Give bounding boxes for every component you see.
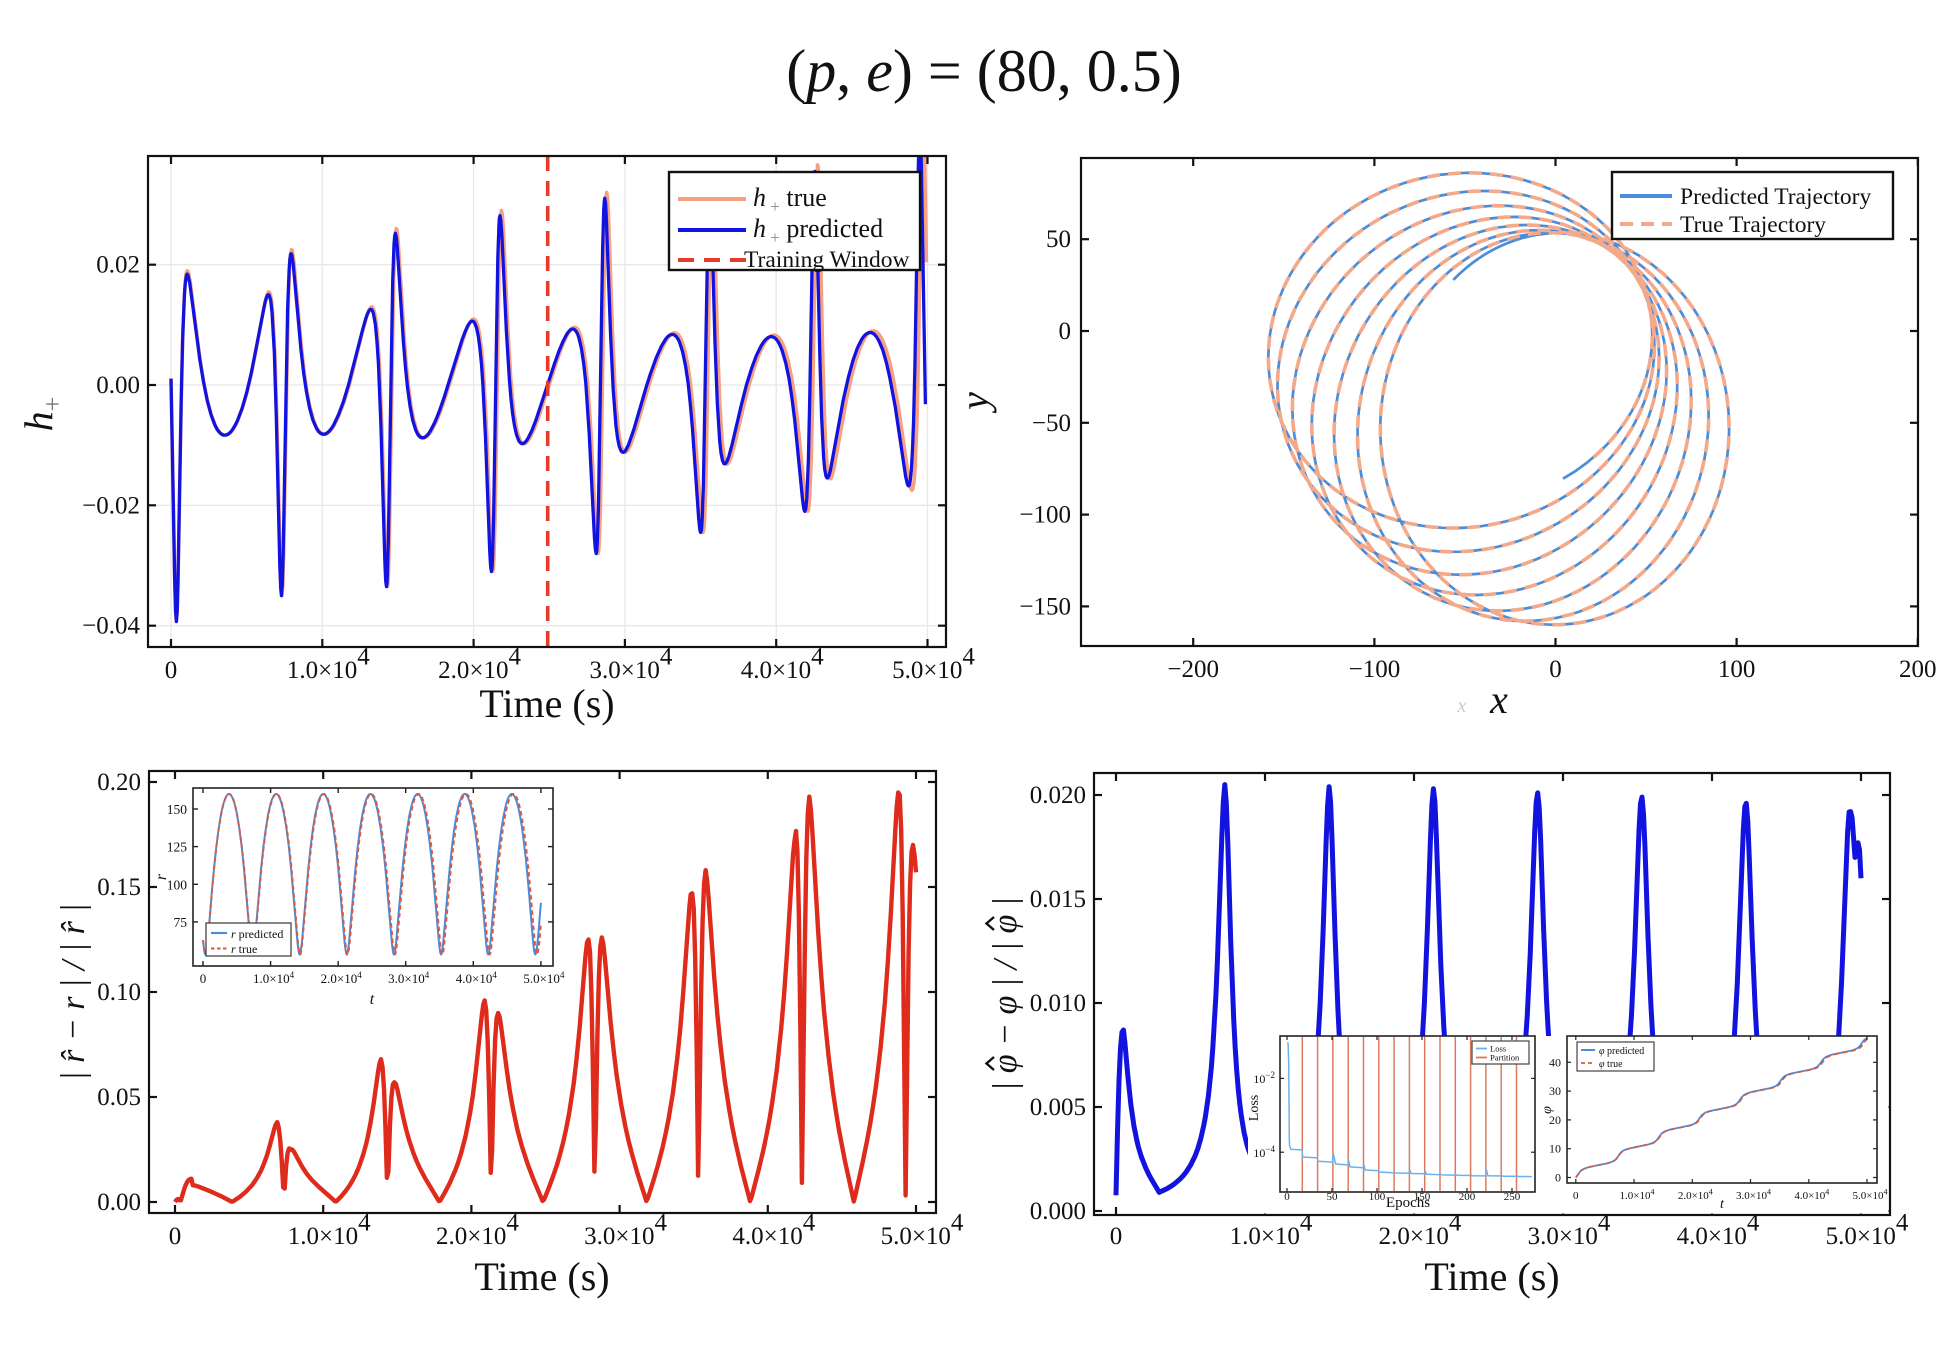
svg-text:−100: −100 <box>1349 656 1401 683</box>
svg-text:x: x <box>1489 677 1508 722</box>
svg-text:100: 100 <box>1718 656 1756 683</box>
svg-text:Loss: Loss <box>1247 1095 1262 1121</box>
svg-text:1.0×104: 1.0×104 <box>1620 1188 1655 1202</box>
svg-text:40: 40 <box>1549 1055 1561 1069</box>
svg-text:50: 50 <box>1046 226 1071 253</box>
svg-text:5.0×104: 5.0×104 <box>523 970 565 986</box>
svg-text:0: 0 <box>169 1223 182 1250</box>
svg-text:200: 200 <box>1899 656 1937 683</box>
svg-text:125: 125 <box>167 840 188 855</box>
svg-text:0.015: 0.015 <box>1030 886 1086 913</box>
svg-text:Partition: Partition <box>1490 1053 1520 1063</box>
svg-text:0.020: 0.020 <box>1030 782 1086 809</box>
svg-text:Time (s): Time (s) <box>1424 1254 1559 1299</box>
svg-text:5.0×104: 5.0×104 <box>1853 1188 1888 1202</box>
svg-text:r: r <box>153 873 170 880</box>
svg-text:250: 250 <box>1504 1191 1521 1203</box>
svg-text:−0.02: −0.02 <box>82 492 140 519</box>
svg-text:(p, e) = (80, 0.5): (p, e) = (80, 0.5) <box>786 38 1181 104</box>
svg-text:x: x <box>1457 695 1467 717</box>
svg-text:4.0×104: 4.0×104 <box>456 970 498 986</box>
svg-text:1.0×104: 1.0×104 <box>253 970 295 986</box>
svg-text:φ: φ <box>1540 1106 1555 1114</box>
svg-text:0: 0 <box>165 657 178 684</box>
svg-text:0.10: 0.10 <box>97 979 141 1006</box>
svg-text:3.0×104: 3.0×104 <box>1736 1188 1771 1202</box>
svg-text:0.20: 0.20 <box>97 769 141 796</box>
svg-text:4.0×104: 4.0×104 <box>1794 1188 1829 1202</box>
svg-text:| φ − φ | / | φ |: | φ − φ | / | φ | <box>987 897 1024 1091</box>
svg-text:Time (s): Time (s) <box>474 1254 609 1299</box>
svg-text:t: t <box>370 991 375 1008</box>
svg-text:Loss: Loss <box>1490 1044 1506 1054</box>
svg-text:0: 0 <box>1059 318 1072 345</box>
svg-text:0: 0 <box>200 971 207 986</box>
svg-text:−100: −100 <box>1019 502 1071 529</box>
svg-text:Predicted Trajectory: Predicted Trajectory <box>1680 184 1871 210</box>
svg-text:−200: −200 <box>1167 656 1219 683</box>
svg-text:150: 150 <box>1414 1191 1431 1203</box>
svg-text:20: 20 <box>1549 1113 1561 1127</box>
svg-text:0: 0 <box>1284 1191 1290 1203</box>
svg-text:30: 30 <box>1549 1084 1561 1098</box>
svg-text:0.010: 0.010 <box>1030 990 1086 1017</box>
svg-text:0.15: 0.15 <box>97 874 141 901</box>
svg-text:y: y <box>952 392 997 414</box>
svg-text:r true: r true <box>231 942 257 956</box>
svg-text:t: t <box>1720 1197 1725 1212</box>
svg-text:100: 100 <box>1369 1191 1386 1203</box>
svg-text:| r̂ − r | / | r̂ |: | r̂ − r | / | r̂ | <box>55 903 92 1080</box>
svg-text:φ predicted: φ predicted <box>1599 1046 1644 1057</box>
svg-text:Epochs: Epochs <box>1386 1195 1430 1211</box>
svg-text:75: 75 <box>174 915 188 930</box>
svg-text:2.0×104: 2.0×104 <box>1678 1188 1713 1202</box>
svg-text:0: 0 <box>1573 1190 1579 1202</box>
svg-text:200: 200 <box>1459 1191 1476 1203</box>
svg-text:0: 0 <box>1549 656 1562 683</box>
svg-text:0.005: 0.005 <box>1030 1094 1086 1121</box>
svg-text:0.00: 0.00 <box>97 1189 141 1216</box>
svg-text:−150: −150 <box>1019 593 1071 620</box>
svg-text:0.02: 0.02 <box>96 252 140 279</box>
svg-text:h+: h+ <box>16 397 67 432</box>
svg-text:150: 150 <box>167 802 188 817</box>
svg-text:h + true: h + true <box>753 183 827 216</box>
svg-text:100: 100 <box>167 877 188 892</box>
svg-text:−50: −50 <box>1032 410 1071 437</box>
svg-text:2.0×104: 2.0×104 <box>321 970 363 986</box>
svg-text:0: 0 <box>1110 1223 1123 1250</box>
svg-text:True Trajectory: True Trajectory <box>1680 212 1826 238</box>
svg-text:50: 50 <box>1327 1191 1339 1203</box>
svg-text:0.000: 0.000 <box>1030 1198 1086 1225</box>
svg-text:0.05: 0.05 <box>97 1084 141 1111</box>
svg-text:Time (s): Time (s) <box>479 681 614 726</box>
svg-text:3.0×104: 3.0×104 <box>388 970 430 986</box>
svg-text:φ true: φ true <box>1599 1059 1623 1070</box>
svg-text:0.00: 0.00 <box>96 372 140 399</box>
svg-text:−0.04: −0.04 <box>82 613 140 640</box>
svg-text:Training Window: Training Window <box>744 247 910 273</box>
svg-text:h + predicted: h + predicted <box>753 214 883 247</box>
svg-text:10: 10 <box>1549 1142 1561 1156</box>
svg-text:r predicted: r predicted <box>231 927 283 941</box>
svg-text:0: 0 <box>1555 1171 1561 1185</box>
